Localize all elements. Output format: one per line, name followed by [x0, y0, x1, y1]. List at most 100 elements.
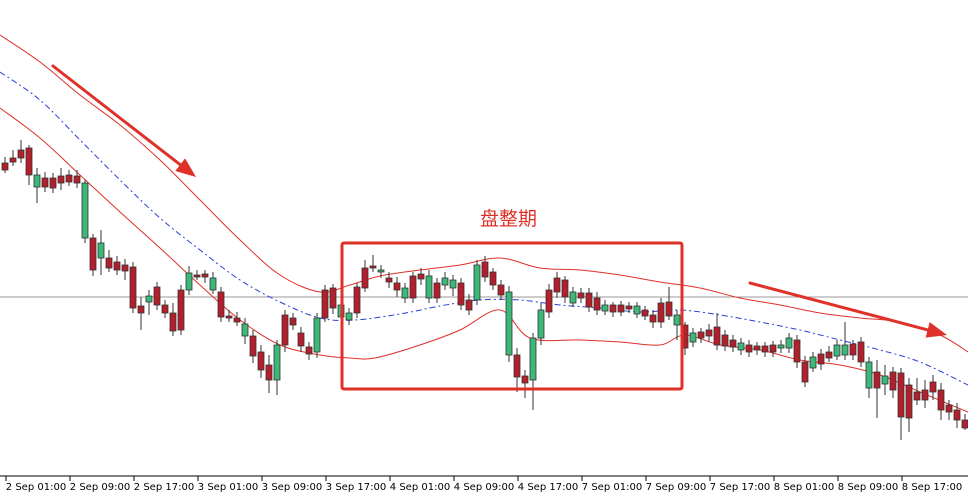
bearish-candle	[625, 305, 633, 310]
bearish-candle	[217, 291, 225, 318]
bearish-candle	[201, 273, 209, 278]
bullish-candle	[97, 242, 105, 259]
bearish-candle	[329, 287, 337, 309]
x-tick-label: 4 Sep 09:00	[454, 482, 514, 493]
bearish-candle	[169, 312, 177, 332]
bearish-candle	[409, 275, 417, 299]
bearish-candle	[361, 267, 369, 289]
bearish-candle	[665, 301, 673, 317]
bullish-candle	[809, 356, 817, 369]
downtrend-arrow-left-shaft	[51, 64, 182, 167]
bearish-candle	[57, 175, 65, 184]
bearish-candle	[801, 361, 809, 383]
bearish-candle	[497, 284, 505, 296]
bearish-candle	[577, 292, 585, 299]
bearish-candle	[233, 317, 241, 323]
bullish-candle	[865, 361, 873, 389]
bullish-candle	[441, 277, 449, 286]
bearish-candle	[17, 149, 25, 159]
x-tick-label: 8 Sep 01:00	[774, 482, 834, 493]
bearish-candle	[721, 334, 729, 347]
bearish-candle	[433, 282, 441, 299]
bearish-candle	[73, 175, 81, 184]
bearish-candle	[745, 344, 753, 353]
bearish-candle	[817, 353, 825, 365]
x-tick-label: 2 Sep 17:00	[134, 482, 194, 493]
bullish-candle	[537, 309, 545, 339]
bearish-candle	[281, 314, 289, 346]
bearish-candle	[49, 177, 57, 189]
bearish-candle	[953, 409, 961, 421]
bearish-candle	[25, 147, 33, 176]
bearish-candle	[249, 335, 257, 357]
bearish-candle	[105, 257, 113, 269]
bearish-candle	[489, 271, 497, 286]
bearish-candle	[305, 346, 313, 355]
bearish-candle	[265, 364, 273, 381]
bearish-candle	[561, 279, 569, 298]
bullish-candle	[449, 279, 457, 289]
bearish-candle	[825, 351, 833, 359]
bullish-candle	[633, 305, 641, 315]
bullish-candle	[673, 314, 681, 326]
bullish-candle	[185, 272, 193, 291]
downtrend-arrow-right	[748, 281, 947, 338]
bullish-candle	[145, 295, 153, 303]
annotations: 盘整期	[51, 64, 947, 391]
bearish-candle	[121, 264, 129, 272]
bearish-candle	[553, 277, 561, 293]
candlesticks	[1, 140, 968, 440]
bearish-candle	[225, 315, 233, 319]
bullish-candle	[273, 344, 281, 381]
bearish-candle	[369, 265, 377, 269]
bearish-candle	[481, 261, 489, 278]
upper-band-line	[0, 34, 968, 353]
bullish-candle	[425, 275, 433, 299]
x-tick-label: 3 Sep 17:00	[326, 482, 386, 493]
bearish-candle	[465, 299, 473, 311]
bullish-candle	[473, 264, 481, 301]
downtrend-arrow-right-head	[925, 322, 947, 338]
bearish-candle	[729, 339, 737, 348]
bullish-candle	[377, 269, 385, 273]
bearish-candle	[41, 177, 49, 188]
bullish-candle	[777, 344, 785, 349]
bearish-candle	[705, 329, 713, 337]
bullish-candle	[569, 291, 577, 304]
bullish-candle	[689, 332, 697, 343]
downtrend-arrow-right-shaft	[748, 281, 930, 332]
bearish-candle	[857, 341, 865, 363]
x-tick-label: 8 Sep 09:00	[838, 482, 898, 493]
bearish-candle	[585, 292, 593, 308]
consolidation-label: 盘整期	[480, 208, 537, 230]
bearish-candle	[137, 305, 145, 314]
x-tick-label: 4 Sep 01:00	[390, 482, 450, 493]
bearish-candle	[641, 309, 649, 317]
x-tick-label: 8 Sep 17:00	[902, 482, 962, 493]
downtrend-arrow-left-head	[175, 158, 196, 177]
bearish-candle	[921, 389, 929, 401]
bearish-candle	[873, 371, 881, 389]
bearish-candle	[321, 289, 329, 319]
bearish-candle	[385, 277, 393, 283]
bearish-candle	[289, 317, 297, 326]
bearish-candle	[89, 237, 97, 271]
bullish-candle	[529, 337, 537, 381]
bearish-candle	[545, 289, 553, 313]
x-tick-label: 7 Sep 17:00	[710, 482, 770, 493]
bearish-candle	[257, 351, 265, 371]
bearish-candle	[937, 389, 945, 411]
bearish-candle	[849, 343, 857, 356]
bearish-candle	[393, 282, 401, 291]
downtrend-arrow-left	[51, 64, 196, 177]
bullish-candle	[241, 323, 249, 337]
bullish-candle	[833, 344, 841, 357]
bearish-candle	[9, 157, 17, 163]
bearish-candle	[353, 286, 361, 314]
bearish-candle	[609, 304, 617, 313]
bearish-candle	[417, 273, 425, 280]
bullish-candle	[345, 312, 353, 321]
bullish-candle	[401, 287, 409, 299]
bearish-candle	[657, 302, 665, 323]
